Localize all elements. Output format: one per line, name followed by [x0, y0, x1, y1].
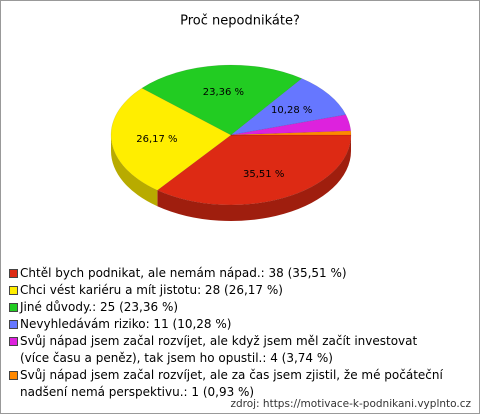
data-label: 10,28 %: [271, 105, 312, 116]
data-label: 23,36 %: [203, 87, 244, 98]
legend-item: Svůj nápad jsem začal rozvíjet, ale za č…: [9, 367, 449, 401]
data-label: 26,17 %: [136, 134, 177, 145]
legend-swatch: [9, 269, 18, 278]
data-label: 35,51 %: [243, 169, 284, 180]
chart-title: Proč nepodnikáte?: [180, 14, 300, 29]
legend-swatch: [9, 286, 18, 295]
legend-swatch: [9, 337, 18, 346]
legend-item: Chci vést kariéru a mít jistotu: 28 (26,…: [9, 282, 449, 299]
slice: [230, 114, 352, 136]
legend-item: Nevyhledávám riziko: 11 (10,28 %): [9, 316, 449, 333]
slice: [141, 64, 303, 136]
slice: [230, 78, 347, 136]
slice: [110, 87, 232, 191]
slice-side: [111, 135, 158, 207]
legend-label: Jiné důvody.: 25 (23,36 %): [20, 300, 179, 314]
legend-item: Svůj nápad jsem začal rozvíjet, ale když…: [9, 333, 449, 367]
slice: [230, 130, 352, 136]
legend-swatch: [9, 320, 18, 329]
legend-label: Svůj nápad jsem začal rozvíjet, ale když…: [20, 334, 418, 365]
legend-label: Chtěl bych podnikat, ale nemám nápad.: 3…: [20, 266, 347, 280]
slice-side: [157, 135, 351, 221]
source: zdroj: https://motivace-k-podnikani.vypl…: [230, 398, 471, 410]
legend-label: Svůj nápad jsem začal rozvíjet, ale za č…: [20, 368, 443, 399]
legend-label: Chci vést kariéru a mít jistotu: 28 (26,…: [20, 283, 283, 297]
legend-item: Jiné důvody.: 25 (23,36 %): [9, 299, 449, 316]
legend-item: Chtěl bych podnikat, ale nemám nápad.: 3…: [9, 265, 449, 282]
slice: [156, 134, 352, 206]
legend-swatch: [9, 303, 18, 312]
legend: Chtěl bych podnikat, ale nemám nápad.: 3…: [9, 265, 449, 401]
legend-label: Nevyhledávám riziko: 11 (10,28 %): [20, 317, 232, 331]
legend-swatch: [9, 371, 18, 380]
pie-area: Proč nepodnikáte? 35,51 % 26,17 % 23,36 % 1…: [110, 14, 352, 221]
